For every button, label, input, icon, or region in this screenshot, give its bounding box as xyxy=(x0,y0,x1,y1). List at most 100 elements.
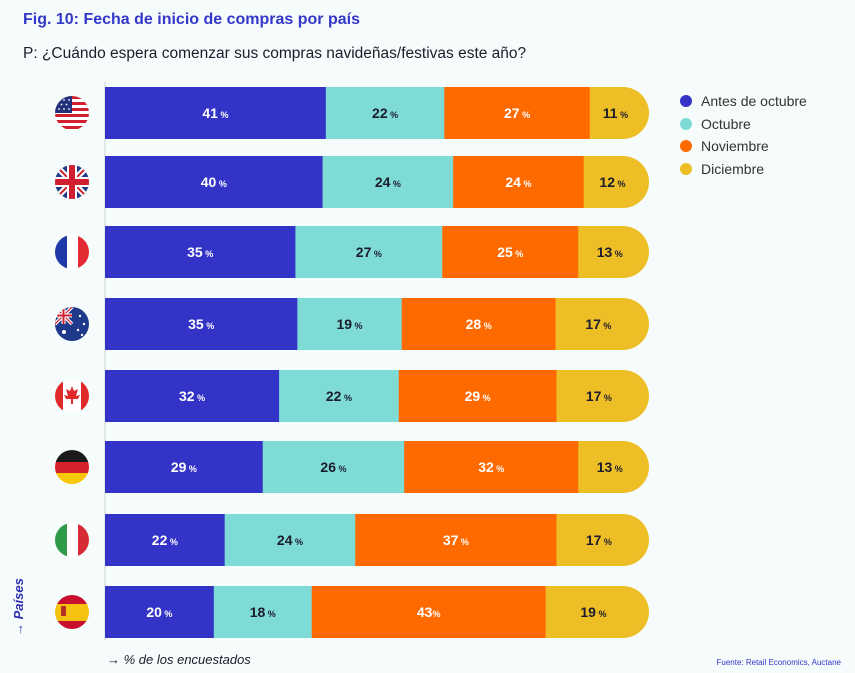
bar-row: 41 % 22 % 27 % 11 % xyxy=(105,87,649,139)
bar-row: 20 % 18 % 43% 19 % xyxy=(105,586,649,638)
bar-segment xyxy=(578,441,649,493)
data-label: 43% xyxy=(417,604,441,620)
legend-label: Diciembre xyxy=(701,160,765,177)
bar-segment xyxy=(578,226,649,278)
data-label: 19 % xyxy=(580,604,606,620)
bar-segment xyxy=(556,370,649,422)
data-label: 24 % xyxy=(505,174,531,190)
legend-swatch xyxy=(680,162,692,175)
legend-label: Octubre xyxy=(701,115,751,132)
bar-segment xyxy=(322,156,454,208)
bar-segment xyxy=(453,156,585,208)
bar-row: 35 % 27 % 25 % 13 % xyxy=(105,226,649,278)
bar-segment xyxy=(105,586,215,638)
us-flag-icon xyxy=(55,96,89,130)
legend-item: Antes de octubre xyxy=(680,90,807,113)
bar-segment xyxy=(545,586,649,638)
data-label: 24 % xyxy=(375,174,401,190)
y-axis-label: → Países xyxy=(11,578,26,636)
bar-segment xyxy=(555,298,649,350)
legend-label: Noviembre xyxy=(701,138,769,155)
data-label: 20 % xyxy=(146,604,172,620)
data-label: 17 % xyxy=(585,316,611,332)
data-label: 29 % xyxy=(171,459,197,475)
data-label: 28 % xyxy=(466,316,492,332)
data-label: 29 % xyxy=(465,388,491,404)
uk-flag-icon xyxy=(55,165,89,199)
bar-segment xyxy=(105,156,324,208)
bar-segment xyxy=(105,441,264,493)
bars-group: 41 % 22 % 27 % 11 % 40 % 24 % 24 % 12 % 35 % 27 %… xyxy=(105,87,649,638)
data-label: 27 % xyxy=(356,244,382,260)
bar-segment xyxy=(311,586,547,638)
legend-swatch xyxy=(680,117,692,130)
bar-row: 22 % 24 % 37 % 17 % xyxy=(105,514,649,566)
data-label: 19 % xyxy=(336,316,362,332)
bar-row: 29 % 26 % 32 % 13 % xyxy=(105,441,649,493)
chart-title: Fig. 10: Fecha de inicio de compras por … xyxy=(23,11,360,28)
data-label: 32 % xyxy=(179,388,205,404)
bar-row: 40 % 24 % 24 % 12 % xyxy=(105,156,649,208)
france-flag-icon xyxy=(55,235,89,269)
legend-item: Octubre xyxy=(680,113,807,136)
bar-segment xyxy=(279,370,400,422)
spain-flag-icon xyxy=(55,595,89,629)
data-label: 26 % xyxy=(320,459,346,475)
data-label: 41 % xyxy=(202,105,228,121)
data-label: 27 % xyxy=(504,105,530,121)
bar-segment xyxy=(589,87,649,139)
data-label: 32 % xyxy=(478,459,504,475)
bar-segment xyxy=(355,514,558,566)
bar-segment xyxy=(556,514,649,566)
bar-segment xyxy=(442,226,579,278)
data-label: 25 % xyxy=(497,244,523,260)
legend-swatch xyxy=(680,95,692,108)
bar-segment xyxy=(297,298,403,350)
bar-segment xyxy=(224,514,356,566)
data-label: 22 % xyxy=(326,388,352,404)
italy-flag-icon xyxy=(55,523,89,557)
bar-segment xyxy=(398,370,558,422)
data-label: 40 % xyxy=(201,174,227,190)
bar-segment xyxy=(213,586,313,638)
bar-segment xyxy=(105,370,280,422)
legend: Antes de octubre Octubre Noviembre Dicie… xyxy=(680,90,807,180)
legend-swatch xyxy=(680,140,692,153)
legend-item: Noviembre xyxy=(680,135,807,158)
data-label: 22 % xyxy=(152,532,178,548)
bar-segment xyxy=(401,298,557,350)
data-label: 13 % xyxy=(597,459,623,475)
data-label: 18 % xyxy=(250,604,276,620)
data-label: 11 % xyxy=(603,105,628,121)
germany-flag-icon xyxy=(55,450,89,484)
legend-label: Antes de octubre xyxy=(701,93,807,110)
bar-segment xyxy=(325,87,445,139)
bar-segment xyxy=(105,298,298,350)
data-label: 12 % xyxy=(599,174,625,190)
bar-segment xyxy=(444,87,591,139)
data-label: 13 % xyxy=(597,244,623,260)
canada-flag-icon xyxy=(55,379,89,413)
data-label: 35 % xyxy=(187,244,213,260)
bar-segment xyxy=(295,226,443,278)
data-label: 24 % xyxy=(277,532,303,548)
bar-segment xyxy=(404,441,579,493)
bar-row: 32 % 22 % 29 % 17 % xyxy=(105,370,649,422)
australia-flag-icon xyxy=(55,307,89,341)
data-label: 17 % xyxy=(586,388,612,404)
data-label: 37 % xyxy=(443,532,469,548)
survey-question: P: ¿Cuándo espera comenzar sus compras n… xyxy=(23,45,527,62)
x-axis-label: → % de los encuestados xyxy=(107,652,251,667)
legend-item: Diciembre xyxy=(680,158,807,181)
bar-segment xyxy=(105,226,296,278)
bar-segment xyxy=(583,156,649,208)
bar-row: 35 % 19 % 28 % 17 % xyxy=(105,298,649,350)
bar-segment xyxy=(105,514,226,566)
source-note: Fuente: Retail Economics, Auctane xyxy=(716,658,841,667)
data-label: 35 % xyxy=(188,316,214,332)
bar-segment xyxy=(262,441,405,493)
data-label: 17 % xyxy=(586,532,612,548)
bar-segment xyxy=(105,87,327,139)
data-label: 22 % xyxy=(372,105,398,121)
